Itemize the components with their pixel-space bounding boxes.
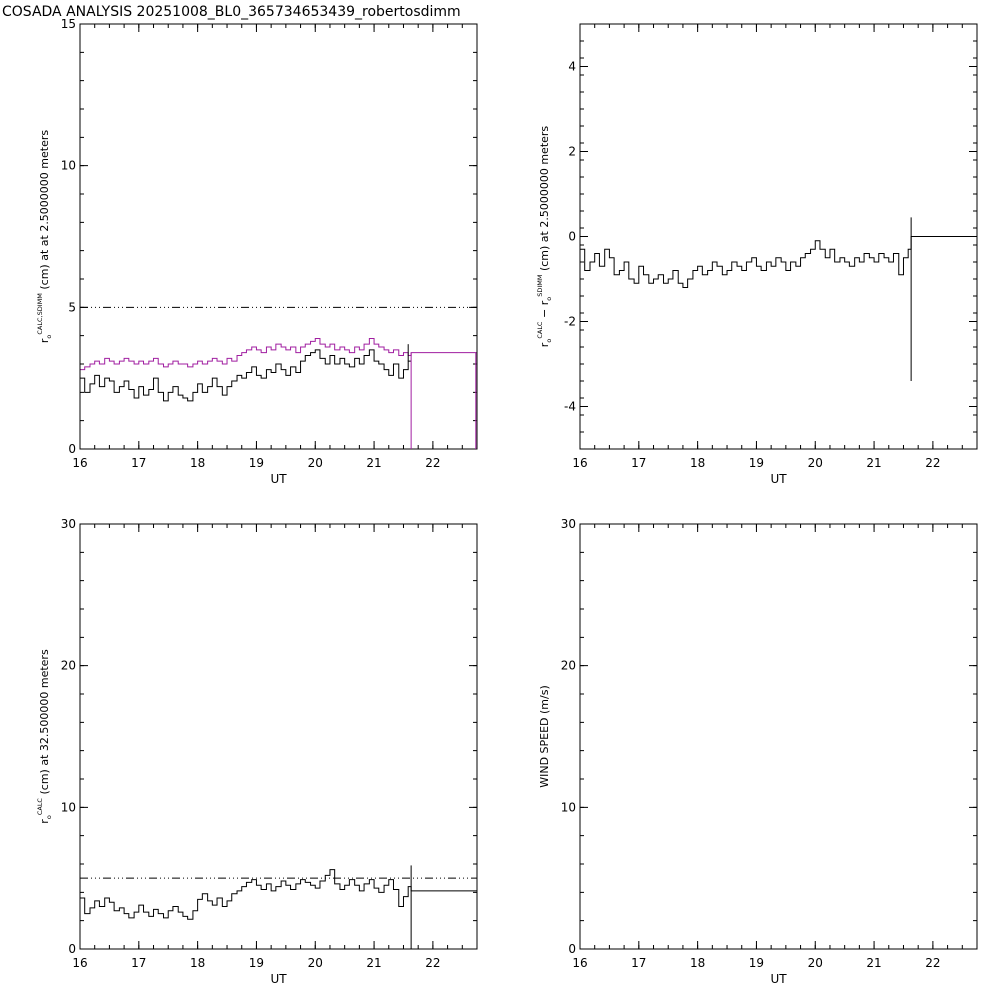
- x-tick-label: 19: [749, 956, 764, 970]
- series-line-0: [80, 869, 477, 920]
- x-tick-label: 17: [631, 456, 646, 470]
- y-tick-label: 2: [568, 145, 576, 159]
- y-tick-label: 5: [68, 300, 76, 314]
- y-axis-label: roCALC − roSDIMM (cm) at 2.5000000 meter…: [536, 126, 553, 348]
- y-tick-label: 0: [568, 230, 576, 244]
- y-tick-label: 0: [68, 442, 76, 456]
- y-label-part: r: [38, 819, 51, 824]
- x-tick-label: 20: [808, 456, 823, 470]
- x-tick-label: 16: [572, 956, 587, 970]
- y-tick-label: -4: [564, 400, 576, 414]
- y-label-part: r: [538, 342, 551, 347]
- plot-frame: [79, 23, 478, 450]
- x-tick-label: 18: [190, 456, 205, 470]
- major-ticks: [79, 23, 477, 450]
- x-tick-label: 22: [425, 456, 440, 470]
- y-axis-label: roCALC (cm) at 32.500000 meters: [36, 649, 53, 824]
- plot-frame: [79, 523, 478, 950]
- y-label-part: r: [38, 338, 51, 343]
- x-tick-label: 20: [308, 456, 323, 470]
- y-tick-label: 0: [568, 942, 576, 956]
- x-tick-label: 20: [808, 956, 823, 970]
- y-tick-label: 15: [61, 17, 76, 31]
- x-axis-label: UT: [770, 972, 787, 986]
- y-label-part: CALC: [536, 321, 544, 339]
- y-tick-label: 20: [561, 659, 576, 673]
- minor-ticks: [579, 523, 978, 950]
- x-tick-label: 16: [72, 956, 87, 970]
- x-tick-label: 16: [72, 456, 87, 470]
- y-tick-label: -2: [564, 315, 576, 329]
- panel-r0-calc-32m: 16 17 18 19 20 21 22 0 10 20 30 UT roCALC (cm) at 32…: [36, 517, 478, 986]
- x-tick-label: 22: [925, 456, 940, 470]
- y-label-part: o: [545, 339, 553, 343]
- x-tick-label: 22: [925, 956, 940, 970]
- y-label-part: (cm) at 32.500000 meters: [38, 649, 51, 798]
- y-label-part: o: [545, 297, 553, 301]
- y-axis-label: WIND SPEED (m/s): [538, 685, 551, 788]
- x-tick-label: 19: [749, 456, 764, 470]
- x-tick-label: 18: [190, 956, 205, 970]
- y-label-part: CALC,SDIMM: [36, 293, 44, 334]
- x-tick-label: 21: [866, 456, 881, 470]
- series-line-0: [80, 338, 477, 371]
- x-axis-label: UT: [270, 972, 287, 986]
- y-tick-label: 20: [61, 659, 76, 673]
- x-axis-label: UT: [270, 472, 287, 486]
- minor-ticks: [79, 523, 478, 950]
- y-label-part: o: [45, 335, 53, 339]
- x-tick-label: 20: [308, 956, 323, 970]
- y-tick-label: 30: [561, 517, 576, 531]
- x-tick-label: 17: [131, 956, 146, 970]
- y-axis-label: roCALC,SDIMM (cm) at at 2.5000000 meters: [36, 130, 53, 344]
- plot-frame: [579, 523, 978, 950]
- major-ticks: [579, 523, 977, 950]
- y-tick-label: 10: [561, 800, 576, 814]
- series-line-1: [80, 349, 412, 402]
- panel-wind-speed: 16 17 18 19 20 21 22 0 10 20 30 UT WIND SPEED (m/s): [538, 517, 978, 986]
- y-tick-label: 10: [61, 159, 76, 173]
- x-tick-label: 18: [690, 456, 705, 470]
- y-label-part: − r: [538, 300, 551, 321]
- y-label-part: SDIMM: [536, 275, 544, 297]
- y-tick-label: 10: [61, 800, 76, 814]
- series-line-0: [580, 236, 977, 288]
- y-label-part: (cm) at 2.5000000 meters: [538, 126, 551, 275]
- y-tick-label: 4: [568, 60, 576, 74]
- x-tick-label: 21: [866, 956, 881, 970]
- x-tick-label: 22: [425, 956, 440, 970]
- x-tick-label: 19: [249, 956, 264, 970]
- y-tick-label: 0: [68, 942, 76, 956]
- major-ticks: [79, 523, 477, 950]
- y-tick-label: 30: [61, 517, 76, 531]
- x-tick-label: 21: [366, 956, 381, 970]
- figure-title: COSADA ANALYSIS 20251008_BL0_36573465343…: [2, 4, 461, 20]
- x-tick-label: 17: [131, 456, 146, 470]
- x-tick-label: 21: [366, 456, 381, 470]
- y-label-part: (cm) at at 2.5000000 meters: [38, 130, 51, 294]
- x-tick-label: 19: [249, 456, 264, 470]
- x-tick-label: 17: [631, 956, 646, 970]
- y-label-part: CALC: [36, 798, 44, 816]
- x-tick-label: 16: [572, 456, 587, 470]
- x-axis-label: UT: [770, 472, 787, 486]
- y-label-part: o: [45, 815, 53, 819]
- minor-ticks: [79, 23, 478, 450]
- panel-r0-difference: 16 17 18 19 20 21 22 -4 -2 0 2 4 UT roCALC − roSDIMM …: [536, 23, 978, 486]
- plot-frame: [579, 23, 978, 450]
- x-tick-label: 18: [690, 956, 705, 970]
- panel-r0-calc-sdimm: 16 17 18 19 20 21 22 0 5 10 15 UT roCALC,SDIMM (cm) …: [36, 17, 478, 486]
